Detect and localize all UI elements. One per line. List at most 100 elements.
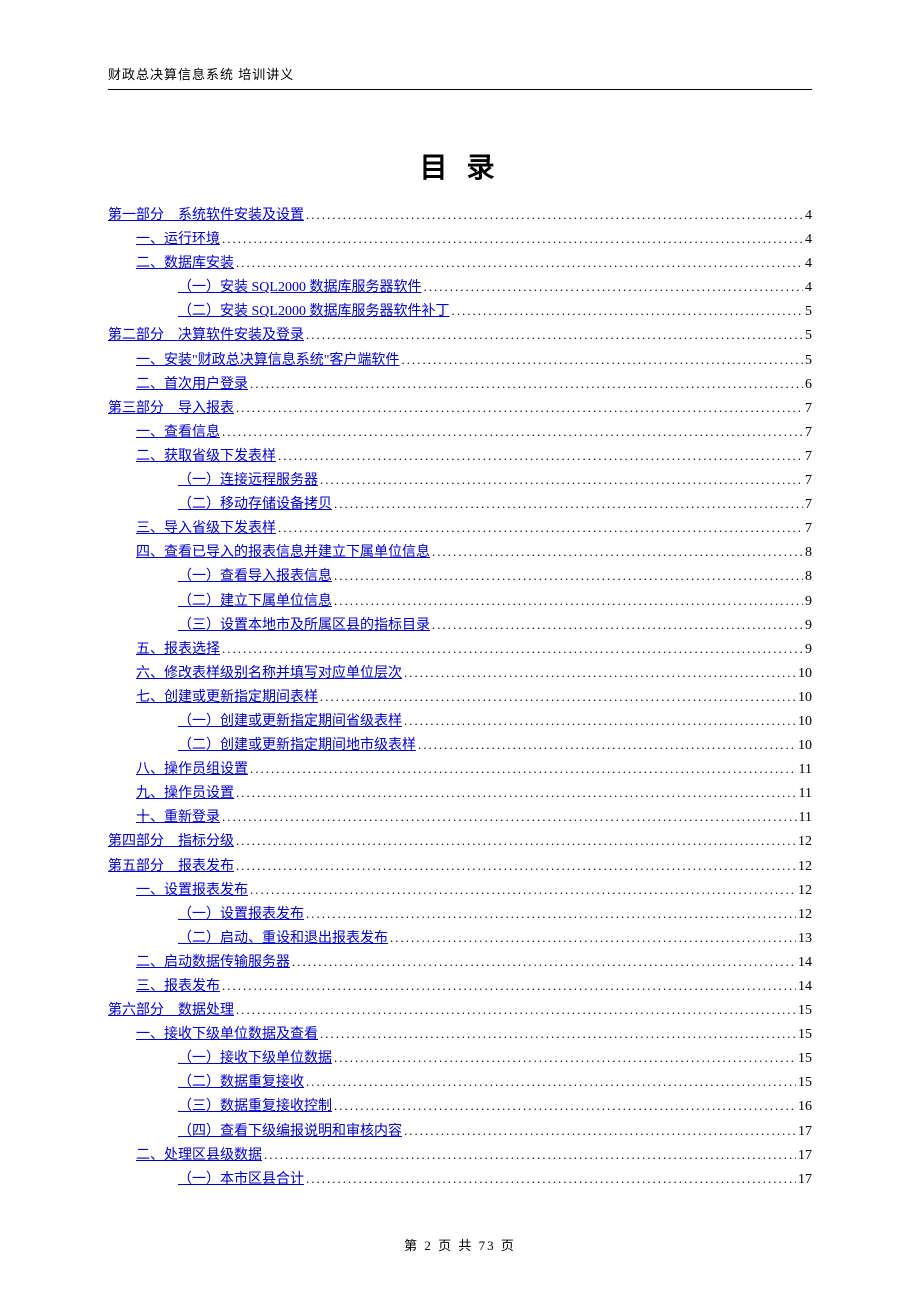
toc-entry: 二、首次用户登录6 (108, 373, 812, 396)
table-of-contents: 第一部分 系统软件安装及设置4一、运行环境4二、数据库安装4（一）安装 SQL2… (108, 204, 812, 1191)
toc-entry: （一）设置报表发布 12 (108, 903, 812, 926)
toc-link[interactable]: 二、处理区县级数据 (136, 1144, 262, 1167)
toc-leader-dots (451, 300, 803, 323)
toc-link[interactable]: 二、数据库安装 (136, 252, 234, 275)
toc-link[interactable]: 五、报表选择 (136, 638, 220, 661)
toc-link[interactable]: （二）启动、重设和退出报表发布 (178, 927, 388, 950)
toc-link[interactable]: （一）接收下级单位数据 (178, 1047, 332, 1070)
toc-leader-dots (278, 517, 803, 540)
toc-entry: 一、查看信息7 (108, 421, 812, 444)
toc-entry: （二）建立下属单位信息 9 (108, 590, 812, 613)
toc-link[interactable]: 二、首次用户登录 (136, 373, 248, 396)
toc-link[interactable]: 第六部分 数据处理 (108, 999, 234, 1022)
toc-entry: 一、运行环境 4 (108, 228, 812, 251)
page-footer: 第 2 页 共 73 页 (0, 1235, 920, 1254)
toc-leader-dots (320, 469, 803, 492)
toc-entry: （二）移动存储设备拷贝 7 (108, 493, 812, 516)
toc-page-number: 16 (798, 1095, 812, 1118)
toc-page-number: 9 (805, 614, 812, 637)
toc-link[interactable]: 第五部分 报表发布 (108, 855, 234, 878)
toc-page-number: 17 (798, 1120, 812, 1143)
toc-entry: （四）查看下级编报说明和审核内容 17 (108, 1120, 812, 1143)
toc-link[interactable]: （二）建立下属单位信息 (178, 590, 332, 613)
toc-link[interactable]: （二）创建或更新指定期间地市级表样 (178, 734, 416, 757)
toc-page-number: 4 (805, 228, 812, 251)
toc-entry: （三）设置本地市及所属区县的指标目录 9 (108, 614, 812, 637)
toc-leader-dots (292, 951, 796, 974)
toc-page-number: 10 (798, 734, 812, 757)
toc-page-number: 15 (798, 999, 812, 1022)
toc-link[interactable]: 一、查看信息 (136, 421, 220, 444)
toc-entry: 一、接收下级单位数据及查看15 (108, 1023, 812, 1046)
toc-entry: 二、获取省级下发表样7 (108, 445, 812, 468)
toc-link[interactable]: 六、修改表样级别名称并填写对应单位层次 (136, 662, 402, 685)
toc-entry: 第二部分 决算软件安装及登录5 (108, 324, 812, 347)
toc-link[interactable]: （二）安装 SQL2000 数据库服务器软件补丁 (178, 300, 449, 323)
toc-link[interactable]: （三）设置本地市及所属区县的指标目录 (178, 614, 430, 637)
toc-link[interactable]: （一）安装 SQL2000 数据库服务器软件 (178, 276, 421, 299)
toc-link[interactable]: 第四部分 指标分级 (108, 830, 234, 853)
toc-page-number: 12 (798, 879, 812, 902)
toc-link[interactable]: 第三部分 导入报表 (108, 397, 234, 420)
toc-leader-dots (390, 927, 796, 950)
toc-link[interactable]: 十、重新登录 (136, 806, 220, 829)
toc-leader-dots (404, 662, 796, 685)
toc-entry: （一）接收下级单位数据15 (108, 1047, 812, 1070)
toc-link[interactable]: （二）移动存储设备拷贝 (178, 493, 332, 516)
toc-link[interactable]: （一）查看导入报表信息 (178, 565, 332, 588)
toc-leader-dots (236, 397, 803, 420)
toc-link[interactable]: 四、查看已导入的报表信息并建立下属单位信息 (136, 541, 430, 564)
toc-link[interactable]: 七、创建或更新指定期间表样 (136, 686, 318, 709)
toc-link[interactable]: 第一部分 系统软件安装及设置 (108, 204, 304, 227)
toc-entry: （一）查看导入报表信息 8 (108, 565, 812, 588)
toc-link[interactable]: （四）查看下级编报说明和审核内容 (178, 1120, 402, 1143)
toc-leader-dots (222, 806, 797, 829)
toc-link[interactable]: 二、获取省级下发表样 (136, 445, 276, 468)
toc-page-number: 8 (805, 565, 812, 588)
toc-link[interactable]: （一）设置报表发布 (178, 903, 304, 926)
toc-leader-dots (334, 565, 803, 588)
toc-leader-dots (236, 830, 796, 853)
toc-leader-dots (222, 975, 796, 998)
toc-entry: 八、操作员组设置11 (108, 758, 812, 781)
toc-page-number: 9 (805, 590, 812, 613)
toc-entry: （三）数据重复接收控制 16 (108, 1095, 812, 1118)
toc-leader-dots (418, 734, 796, 757)
toc-link[interactable]: 一、接收下级单位数据及查看 (136, 1023, 318, 1046)
toc-page-number: 15 (798, 1071, 812, 1094)
toc-leader-dots (306, 204, 803, 227)
toc-entry: （二）创建或更新指定期间地市级表样 10 (108, 734, 812, 757)
toc-link[interactable]: （一）连接远程服务器 (178, 469, 318, 492)
toc-entry: 第五部分 报表发布12 (108, 855, 812, 878)
toc-link[interactable]: 三、报表发布 (136, 975, 220, 998)
toc-link[interactable]: （一）本市区县合计 (178, 1168, 304, 1191)
toc-link[interactable]: 一、安装"财政总决算信息系统"客户端软件 (136, 349, 399, 372)
footer-mid: 页 共 (438, 1238, 473, 1253)
toc-entry: （二）安装 SQL2000 数据库服务器软件补丁5 (108, 300, 812, 323)
toc-leader-dots (334, 1047, 796, 1070)
toc-leader-dots (404, 710, 796, 733)
toc-entry: （二）数据重复接收 15 (108, 1071, 812, 1094)
footer-suffix: 页 (501, 1238, 516, 1253)
toc-page-number: 12 (798, 903, 812, 926)
running-header: 财政总决算信息系统 培训讲义 (108, 64, 812, 90)
toc-page-number: 5 (805, 349, 812, 372)
toc-entry: （二）启动、重设和退出报表发布13 (108, 927, 812, 950)
toc-link[interactable]: （三）数据重复接收控制 (178, 1095, 332, 1118)
toc-link[interactable]: （二）数据重复接收 (178, 1071, 304, 1094)
toc-link[interactable]: 九、操作员设置 (136, 782, 234, 805)
toc-page-number: 11 (799, 782, 812, 805)
toc-link[interactable]: 一、设置报表发布 (136, 879, 248, 902)
toc-page-number: 11 (799, 806, 812, 829)
toc-leader-dots (320, 1023, 796, 1046)
toc-page-number: 7 (805, 493, 812, 516)
toc-link[interactable]: （一）创建或更新指定期间省级表样 (178, 710, 402, 733)
toc-link[interactable]: 二、启动数据传输服务器 (136, 951, 290, 974)
toc-link[interactable]: 八、操作员组设置 (136, 758, 248, 781)
toc-link[interactable]: 一、运行环境 (136, 228, 220, 251)
toc-link[interactable]: 三、导入省级下发表样 (136, 517, 276, 540)
toc-entry: 三、报表发布14 (108, 975, 812, 998)
toc-entry: 九、操作员设置 11 (108, 782, 812, 805)
footer-prefix: 第 (404, 1238, 419, 1253)
toc-link[interactable]: 第二部分 决算软件安装及登录 (108, 324, 304, 347)
